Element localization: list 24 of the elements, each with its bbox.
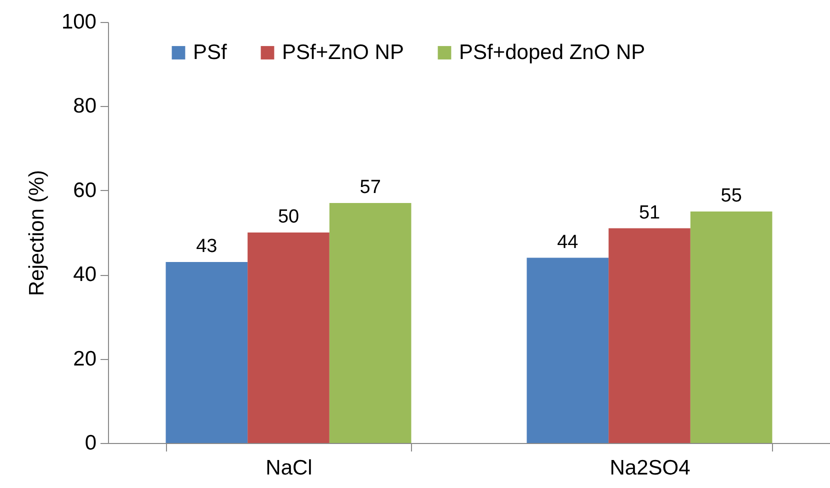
bar [526,258,609,443]
data-label: 50 [278,206,300,228]
legend-label: PSf+doped ZnO NP [459,40,646,64]
y-tick-label: 20 [73,347,96,370]
legend-label: PSf+ZnO NP [282,40,404,64]
y-tick-label: 0 [84,432,96,454]
data-label: 43 [196,236,218,257]
data-label: 55 [720,185,742,206]
data-label: 57 [360,177,381,198]
bar [608,228,690,443]
y-tick-label: 60 [73,178,96,202]
x-tick-label: Na2SO4 [610,456,691,480]
bar [690,211,772,443]
bar [166,262,248,443]
data-label: 44 [557,232,579,253]
y-axis-title: Rejection (%) [25,170,48,296]
y-tick-label: 100 [61,10,96,34]
data-label: 51 [638,202,660,224]
legend-label: PSf [193,40,228,64]
y-tick-label: 40 [73,263,96,286]
y-tick-label: 80 [73,94,96,118]
x-tick-label: NaCl [266,456,312,480]
bar [248,232,330,443]
bar [329,203,412,443]
